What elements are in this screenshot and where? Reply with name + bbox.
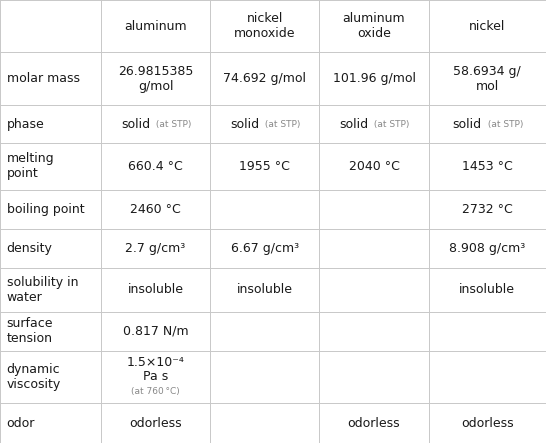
Text: 101.96 g/mol: 101.96 g/mol [333, 72, 416, 85]
Text: insoluble: insoluble [128, 283, 183, 296]
Text: Pa s: Pa s [143, 370, 168, 384]
Text: phase: phase [7, 118, 44, 131]
Text: 58.6934 g/
mol: 58.6934 g/ mol [453, 65, 521, 93]
Text: 26.9815385
g/mol: 26.9815385 g/mol [118, 65, 193, 93]
Text: (at STP): (at STP) [371, 120, 410, 129]
Text: density: density [7, 241, 52, 255]
Text: insoluble: insoluble [459, 283, 515, 296]
Text: nickel
monoxide: nickel monoxide [234, 12, 295, 40]
Text: dynamic
viscosity: dynamic viscosity [7, 363, 61, 391]
Text: 8.908 g/cm³: 8.908 g/cm³ [449, 241, 525, 255]
Text: solid: solid [230, 118, 259, 131]
Text: solid: solid [121, 118, 150, 131]
Text: 1.5×10⁻⁴: 1.5×10⁻⁴ [127, 356, 185, 369]
Text: (at STP): (at STP) [262, 120, 300, 129]
Text: 2040 °C: 2040 °C [348, 160, 400, 173]
Text: solubility in
water: solubility in water [7, 276, 78, 304]
Text: surface
tension: surface tension [7, 317, 53, 346]
Text: boiling point: boiling point [7, 202, 84, 216]
Text: 74.692 g/mol: 74.692 g/mol [223, 72, 306, 85]
Text: molar mass: molar mass [7, 72, 80, 85]
Text: odor: odor [7, 416, 35, 430]
Text: nickel: nickel [469, 19, 506, 33]
Text: 2732 °C: 2732 °C [462, 202, 513, 216]
Text: (at STP): (at STP) [485, 120, 523, 129]
Text: 6.67 g/cm³: 6.67 g/cm³ [231, 241, 299, 255]
Text: (at 760 °C): (at 760 °C) [131, 387, 180, 396]
Text: 2460 °C: 2460 °C [130, 202, 181, 216]
Text: 1453 °C: 1453 °C [462, 160, 513, 173]
Text: solid: solid [453, 118, 482, 131]
Text: 2.7 g/cm³: 2.7 g/cm³ [126, 241, 186, 255]
Text: odorless: odorless [461, 416, 514, 430]
Text: aluminum
oxide: aluminum oxide [343, 12, 405, 40]
Text: odorless: odorless [129, 416, 182, 430]
Text: insoluble: insoluble [237, 283, 293, 296]
Text: (at STP): (at STP) [153, 120, 191, 129]
Text: 660.4 °C: 660.4 °C [128, 160, 183, 173]
Text: solid: solid [340, 118, 369, 131]
Text: 1955 °C: 1955 °C [239, 160, 290, 173]
Text: odorless: odorless [348, 416, 400, 430]
Text: aluminum: aluminum [124, 19, 187, 33]
Text: 0.817 N/m: 0.817 N/m [123, 325, 188, 338]
Text: melting
point: melting point [7, 152, 54, 180]
